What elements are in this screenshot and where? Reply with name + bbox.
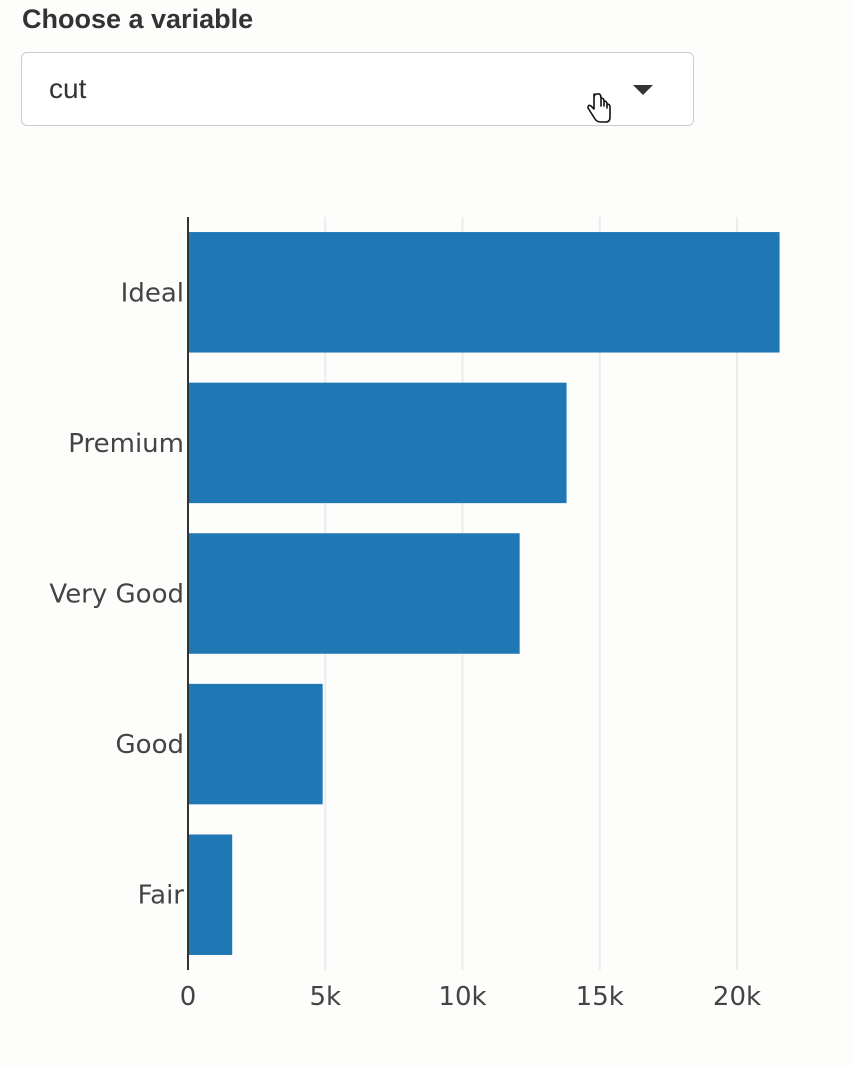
x-tick-label: 20k — [713, 982, 761, 1012]
variable-select-label: Choose a variable — [22, 4, 254, 34]
x-tick-label: 5k — [309, 982, 341, 1012]
y-tick-label: Premium — [68, 429, 184, 459]
bar-chart: Ideal Premium Very Good Good Fair 0 5k 10k 15k 2… — [49, 217, 780, 1012]
y-tick-label: Fair — [138, 881, 185, 911]
hand-pointer-cursor-icon — [587, 93, 611, 123]
bar-fair[interactable] — [188, 834, 233, 955]
y-tick-label: Ideal — [121, 278, 184, 308]
x-tick-label: 10k — [438, 982, 486, 1012]
bar-ideal[interactable] — [188, 232, 780, 353]
variable-select[interactable]: cut — [21, 52, 694, 126]
x-tick-label: 0 — [180, 982, 197, 1012]
y-tick-label: Very Good — [49, 580, 184, 610]
caret-down-icon[interactable] — [633, 85, 653, 95]
x-axis-labels: 0 5k 10k 15k 20k — [180, 982, 761, 1012]
y-tick-label: Good — [116, 730, 184, 760]
bar-good[interactable] — [188, 683, 323, 805]
x-tick-label: 15k — [576, 982, 624, 1012]
y-axis-labels: Ideal Premium Very Good Good Fair — [49, 278, 184, 910]
bar-premium[interactable] — [188, 382, 567, 504]
bars — [188, 232, 780, 955]
variable-select-value: cut — [49, 73, 87, 104]
bar-very-good[interactable] — [188, 533, 520, 654]
